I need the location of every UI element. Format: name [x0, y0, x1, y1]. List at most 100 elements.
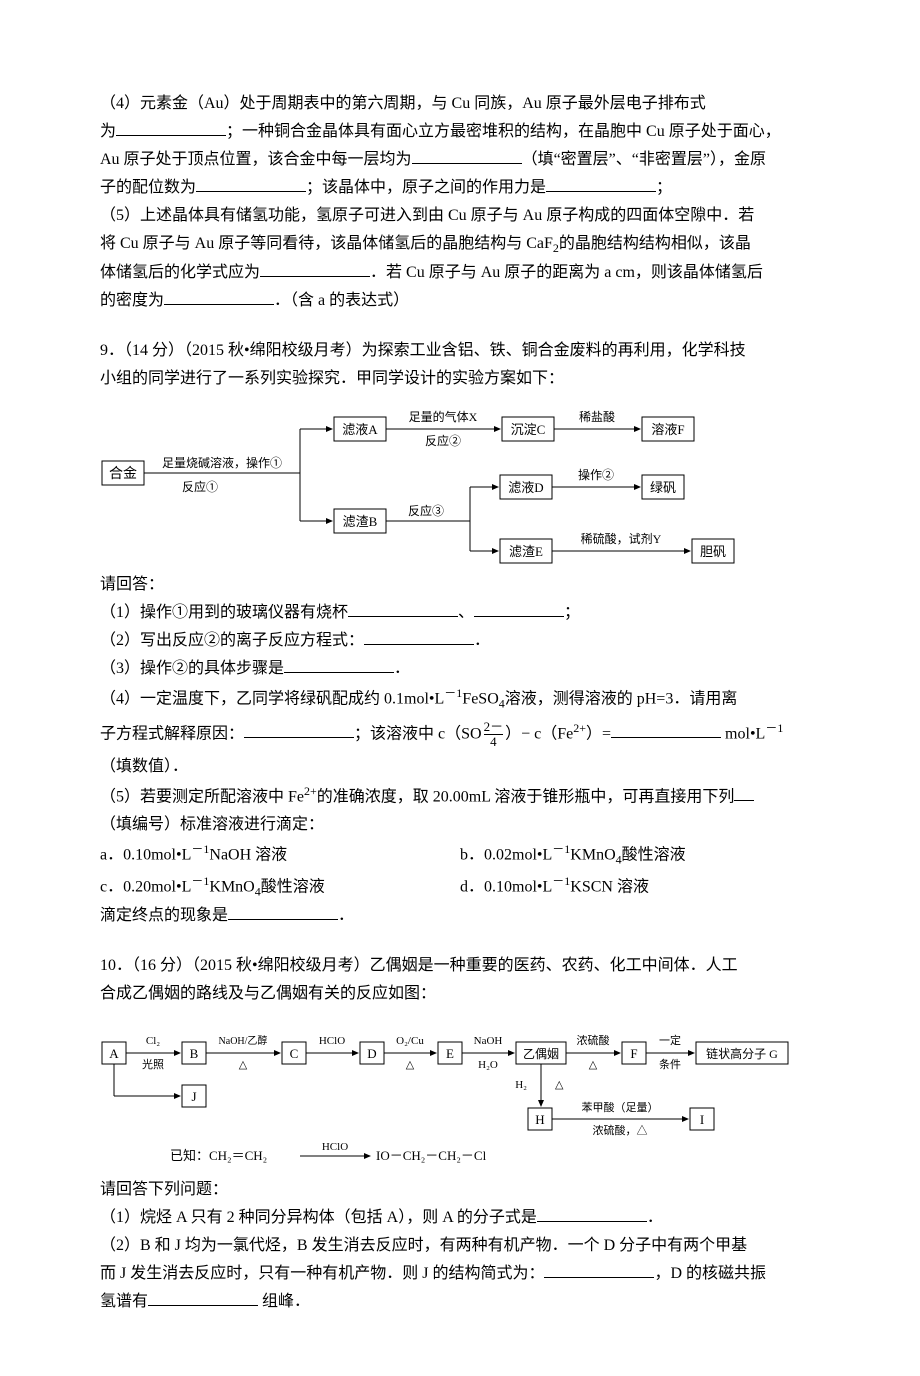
- q4-line2: 为 ；一种铜合金晶体具有面心立方最密堆积的结构，在晶胞中 Cu 原子处于面心，: [100, 118, 820, 146]
- svg-text:J: J: [191, 1089, 196, 1104]
- q10-diagram: A Cl₂ 光照 B NaOH/乙醇 △ C HClO D O₂/Cu △: [100, 1014, 820, 1174]
- q10-p3: 氢谱有 组峰．: [100, 1288, 820, 1316]
- text: 酸性溶液: [261, 878, 325, 895]
- svg-text:滤渣B: 滤渣B: [343, 514, 378, 529]
- text: ．: [647, 1209, 663, 1226]
- text: （2）写出反应②的离子反应方程式：: [100, 632, 364, 649]
- q9-p3: （3）操作②的具体步骤是 ．: [100, 655, 820, 683]
- text: 溶液，测得溶液的 pH=3．请用离: [505, 691, 738, 708]
- svg-text:B: B: [190, 1046, 199, 1061]
- svg-text:IO－CH₂－CH₂－Cl: IO－CH₂－CH₂－Cl: [376, 1148, 487, 1163]
- text: （1）烷烃 A 只有 2 种同分异构体（包括 A），则 A 的分子式是: [100, 1209, 537, 1226]
- text: 为: [100, 123, 116, 140]
- sup: 2+: [304, 784, 317, 798]
- sup: －1: [765, 721, 783, 735]
- svg-text:D: D: [367, 1046, 376, 1061]
- text: 子的配位数为: [100, 179, 196, 196]
- blank: [260, 260, 370, 277]
- svg-text:足量的气体X: 足量的气体X: [409, 409, 478, 424]
- text: KMnO: [570, 846, 615, 863]
- text: KSCN 溶液: [570, 878, 649, 895]
- text: ．: [394, 660, 410, 677]
- text: ；一种铜合金晶体具有面心立方最密堆积的结构，在晶胞中 Cu 原子处于面心，: [226, 123, 781, 140]
- q9-p8: （填编号）标准溶液进行滴定：: [100, 811, 820, 839]
- blank: [611, 721, 721, 738]
- text: ）=: [586, 725, 611, 742]
- blank: [544, 1261, 654, 1278]
- svg-text:已知：CH₂＝CH₂: 已知：CH₂＝CH₂: [170, 1148, 267, 1163]
- text: 的晶胞结构结构相似，该晶: [559, 235, 751, 252]
- svg-text:溶液F: 溶液F: [651, 422, 684, 437]
- text: （3）操作②的具体步骤是: [100, 660, 284, 677]
- text: ．若 Cu 原子与 Au 原子的距离为 a cm，则该晶体储氢后: [370, 264, 763, 281]
- text: Au 原子处于顶点位置，该合金中每一层均为: [100, 151, 412, 168]
- sup: －1: [552, 842, 570, 856]
- q5-line2: 将 Cu 原子与 Au 原子等同看待，该晶体储氢后的晶胞结构与 CaF2的晶胞结…: [100, 230, 820, 259]
- page: （4）元素金（Au）处于周期表中的第六周期，与 Cu 同族，Au 原子最外层电子…: [0, 0, 920, 1376]
- text: KMnO: [209, 878, 254, 895]
- blank: [164, 288, 274, 305]
- svg-text:反应②: 反应②: [425, 433, 461, 448]
- svg-text:H₂: H₂: [515, 1079, 527, 1091]
- svg-text:HClO: HClO: [319, 1035, 345, 1047]
- q9-option-d: d．0.10mol•L－1KSCN 溶液: [460, 871, 820, 903]
- text: 而 J 发生消去反应时，只有一种有机产物．则 J 的结构简式为：: [100, 1265, 544, 1282]
- blank: [348, 600, 458, 617]
- q9-options: a．0.10mol•L－1NaOH 溶液 b．0.02mol•L－1KMnO4酸…: [100, 839, 820, 902]
- q10-title-line1: 10．（16 分）（2015 秋•绵阳校级月考）乙偶姻是一种重要的医药、农药、化…: [100, 952, 820, 980]
- text: ；: [564, 604, 580, 621]
- svg-text:胆矾: 胆矾: [700, 544, 726, 559]
- text: 的准确浓度，取 20.00mL 溶液于锥形瓶中，可再直接用下列: [317, 788, 735, 805]
- svg-text:浓硫酸，△: 浓硫酸，△: [593, 1123, 648, 1137]
- q5-line4: 的密度为．（含 a 的表达式）: [100, 287, 820, 315]
- q9-title-line1: 9．（14 分）（2015 秋•绵阳校级月考）为探索工业含铝、铁、铜合金废料的再…: [100, 337, 820, 365]
- svg-text:Cl₂: Cl₂: [146, 1035, 160, 1047]
- sup: 2+: [573, 721, 586, 735]
- q9-p7: （5）若要测定所配溶液中 Fe2+的准确浓度，取 20.00mL 溶液于锥形瓶中…: [100, 781, 820, 811]
- svg-text:苯甲酸（足量）: 苯甲酸（足量）: [582, 1100, 659, 1114]
- sup: －1: [191, 842, 209, 856]
- text: NaOH 溶液: [209, 846, 287, 863]
- blank: [228, 903, 338, 920]
- text: 滴定终点的现象是: [100, 907, 228, 924]
- text: ）− c（Fe: [505, 725, 573, 742]
- text: a．0.10mol•L: [100, 846, 191, 863]
- svg-text:条件: 条件: [659, 1057, 681, 1071]
- svg-text:绿矾: 绿矾: [650, 480, 676, 495]
- svg-text:操作②: 操作②: [578, 467, 614, 482]
- fraction-num: 2－: [484, 720, 504, 734]
- svg-text:HClO: HClO: [322, 1141, 348, 1153]
- svg-text:浓硫酸: 浓硫酸: [577, 1033, 610, 1047]
- text: c．0.20mol•L: [100, 878, 191, 895]
- text: ，D 的核磁共振: [654, 1265, 766, 1282]
- text: ．: [474, 632, 490, 649]
- blank: [364, 628, 474, 645]
- blank: [196, 175, 306, 192]
- svg-text:△: △: [239, 1059, 248, 1071]
- q9-p6: （填数值）．: [100, 753, 820, 781]
- svg-text:H: H: [535, 1112, 544, 1127]
- text: FeSO: [462, 691, 498, 708]
- svg-text:A: A: [109, 1046, 119, 1061]
- svg-text:I: I: [700, 1112, 704, 1127]
- q9-p2: （2）写出反应②的离子反应方程式： ．: [100, 627, 820, 655]
- q10-p1: （1）烷烃 A 只有 2 种同分异构体（包括 A），则 A 的分子式是 ．: [100, 1204, 820, 1232]
- q9-title-line2: 小组的同学进行了一系列实验探究．甲同学设计的实验方案如下：: [100, 365, 820, 393]
- q10-p2a: （2）B 和 J 均为一氯代烃，B 发生消去反应时，有两种有机产物．一个 D 分…: [100, 1232, 820, 1260]
- svg-text:足量烧碱溶液，操作①: 足量烧碱溶液，操作①: [162, 455, 282, 470]
- text: 体储氢后的化学式应为: [100, 264, 260, 281]
- svg-text:滤液D: 滤液D: [508, 480, 543, 495]
- q4-line3: Au 原子处于顶点位置，该合金中每一层均为（填“密置层”、“非密置层”），金原: [100, 146, 820, 174]
- text: ；: [656, 179, 672, 196]
- svg-text:△: △: [555, 1079, 564, 1091]
- q10-p2b: 而 J 发生消去反应时，只有一种有机产物．则 J 的结构简式为： ，D 的核磁共振: [100, 1260, 820, 1288]
- svg-text:链状高分子 G: 链状高分子 G: [706, 1046, 778, 1061]
- blank: [537, 1205, 647, 1222]
- blank: [244, 721, 354, 738]
- svg-text:稀盐酸: 稀盐酸: [579, 409, 615, 424]
- q4-line1: （4）元素金（Au）处于周期表中的第六周期，与 Cu 同族，Au 原子最外层电子…: [100, 90, 820, 118]
- text: b．0.02mol•L: [460, 846, 552, 863]
- svg-text:△: △: [589, 1059, 598, 1071]
- blank: [734, 784, 754, 801]
- q9-option-b: b．0.02mol•L－1KMnO4酸性溶液: [460, 839, 820, 871]
